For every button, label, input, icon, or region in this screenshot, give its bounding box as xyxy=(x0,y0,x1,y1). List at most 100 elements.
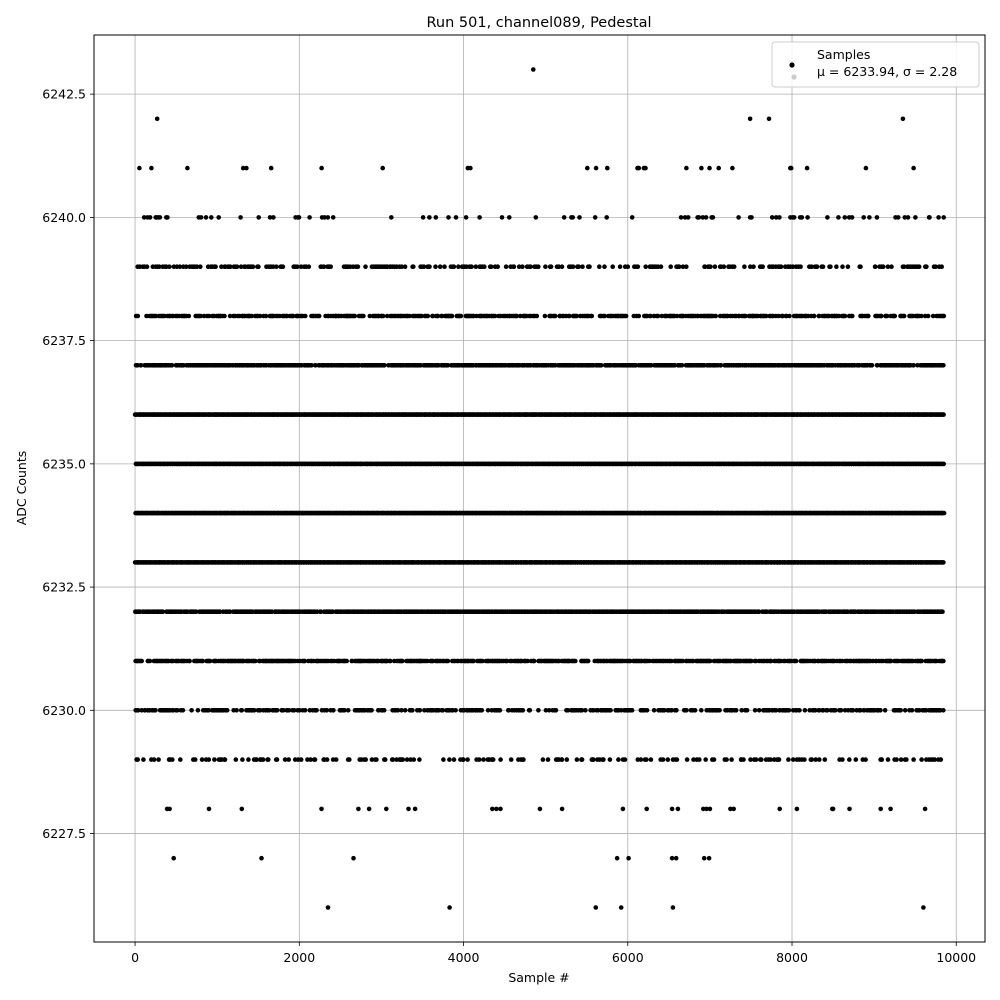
data-point xyxy=(878,708,883,713)
data-point xyxy=(579,708,585,713)
data-point xyxy=(733,708,739,713)
data-point xyxy=(776,757,782,762)
data-point xyxy=(813,757,818,762)
data-point xyxy=(941,560,946,565)
data-point xyxy=(390,757,396,762)
data-point xyxy=(647,658,652,664)
data-point xyxy=(660,757,666,762)
data-point xyxy=(739,708,744,713)
data-point xyxy=(485,708,491,713)
data-point xyxy=(858,708,863,713)
data-point xyxy=(497,708,503,713)
data-point xyxy=(697,757,702,762)
data-point xyxy=(521,757,526,762)
data-point xyxy=(441,757,446,762)
data-point xyxy=(753,757,759,762)
data-point xyxy=(200,658,205,664)
data-point xyxy=(410,708,415,713)
data-point xyxy=(773,708,779,713)
data-point xyxy=(622,757,628,762)
data-point xyxy=(233,757,239,762)
data-point xyxy=(790,757,796,762)
data-point xyxy=(324,708,330,713)
data-point xyxy=(608,708,613,713)
data-point xyxy=(583,708,588,713)
data-point xyxy=(692,708,698,713)
data-point xyxy=(147,658,153,664)
data-point xyxy=(297,708,302,713)
data-point xyxy=(744,708,750,713)
data-point xyxy=(206,757,212,762)
data-point xyxy=(665,757,671,762)
data-point xyxy=(520,708,526,713)
data-point xyxy=(882,708,888,713)
data-point xyxy=(266,757,271,762)
data-point xyxy=(388,658,393,664)
data-point xyxy=(793,658,799,664)
data-point xyxy=(813,708,818,713)
data-point xyxy=(756,609,762,614)
data-point xyxy=(802,708,808,713)
data-point xyxy=(684,757,690,762)
data-point xyxy=(400,757,406,762)
data-point xyxy=(224,708,230,713)
data-point xyxy=(345,708,351,713)
data-point xyxy=(699,708,704,713)
data-point xyxy=(885,757,891,762)
data-point xyxy=(898,757,904,762)
data-point xyxy=(281,708,286,713)
data-point xyxy=(506,708,512,713)
data-point xyxy=(479,708,485,713)
data-point xyxy=(651,708,657,713)
data-point xyxy=(170,757,175,762)
data-point xyxy=(498,757,503,762)
data-point xyxy=(178,757,183,762)
data-point xyxy=(607,757,613,762)
data-point xyxy=(585,658,591,664)
data-point xyxy=(189,708,194,713)
data-point xyxy=(381,708,387,713)
data-point xyxy=(252,708,257,713)
data-point xyxy=(246,757,251,762)
data-point xyxy=(822,757,828,762)
data-point xyxy=(759,757,764,762)
data-point xyxy=(838,708,844,713)
data-point xyxy=(193,609,199,614)
data-point xyxy=(374,757,379,762)
data-point xyxy=(853,757,859,762)
data-point xyxy=(481,757,486,762)
data-point xyxy=(817,757,822,762)
data-point xyxy=(797,708,802,713)
data-point xyxy=(941,708,946,713)
data-point xyxy=(565,708,571,713)
data-point xyxy=(504,658,510,664)
data-point xyxy=(395,708,401,713)
data-point xyxy=(369,757,375,762)
data-point xyxy=(690,658,696,664)
data-point xyxy=(932,757,937,762)
data-point xyxy=(274,708,280,713)
data-points xyxy=(132,67,947,910)
data-point xyxy=(546,708,552,713)
data-point xyxy=(638,757,644,762)
data-point xyxy=(382,757,388,762)
data-point xyxy=(239,708,245,713)
data-point xyxy=(274,757,280,762)
data-point xyxy=(206,708,211,713)
data-point xyxy=(199,757,205,762)
data-point xyxy=(347,757,352,762)
data-point xyxy=(465,757,470,762)
data-point xyxy=(160,609,166,614)
data-point xyxy=(227,609,233,614)
data-point xyxy=(135,708,141,713)
data-point xyxy=(305,757,310,762)
data-point xyxy=(669,658,674,664)
data-point xyxy=(691,757,696,762)
data-point xyxy=(417,757,422,762)
data-point xyxy=(461,757,466,762)
data-point xyxy=(404,757,410,762)
data-point xyxy=(308,757,313,762)
data-point xyxy=(768,658,774,664)
data-point xyxy=(314,708,319,713)
data-point xyxy=(417,708,423,713)
